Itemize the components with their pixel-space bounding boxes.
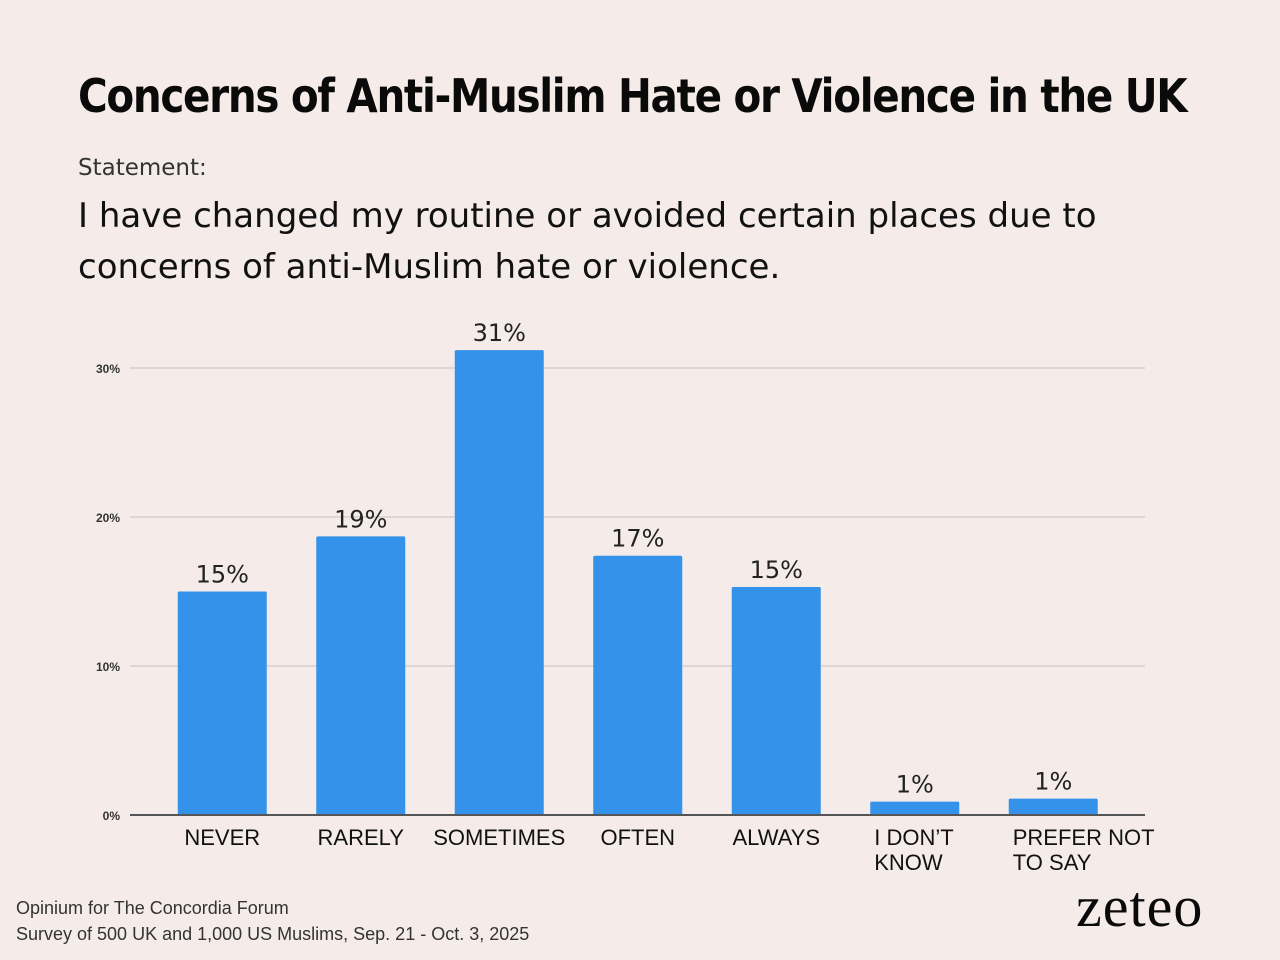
x-category-label: NEVER: [184, 825, 260, 850]
x-category-label: RARELY: [318, 825, 405, 850]
x-category-label: SOMETIMES: [433, 825, 565, 850]
brand-logo: zeteo: [1076, 874, 1204, 939]
y-tick-label: 0%: [103, 809, 121, 823]
source-line-1: Opinium for The Concordia Forum: [16, 898, 289, 918]
statement-label: Statement:: [78, 155, 207, 181]
data-label: 1%: [1034, 768, 1072, 796]
y-tick-label: 20%: [96, 511, 120, 525]
bar: [731, 587, 821, 815]
x-category-label: I DON’T KNOW: [874, 825, 953, 875]
bar: [177, 591, 267, 815]
statement-text: I have changed my routine or avoided cer…: [78, 196, 1097, 287]
chart-title: Concerns of Anti-Muslim Hate or Violence…: [78, 69, 1188, 123]
bar: [454, 350, 544, 815]
bar: [1008, 798, 1098, 815]
data-label: 31%: [473, 319, 526, 347]
data-label: 15%: [750, 556, 803, 584]
bar: [593, 555, 683, 815]
data-label: 1%: [896, 771, 934, 799]
data-label: 19%: [334, 505, 387, 533]
bar: [316, 536, 406, 815]
y-tick-label: 30%: [96, 362, 120, 376]
x-category-label: PREFER NOT TO SAY: [1013, 825, 1155, 875]
source-line-2: Survey of 500 UK and 1,000 US Muslims, S…: [16, 924, 530, 944]
data-label: 15%: [196, 561, 249, 589]
x-category-label: OFTEN: [600, 825, 675, 850]
x-category-label: ALWAYS: [732, 825, 820, 850]
data-label: 17%: [611, 525, 664, 553]
y-tick-label: 10%: [96, 660, 120, 674]
bar: [870, 801, 960, 815]
